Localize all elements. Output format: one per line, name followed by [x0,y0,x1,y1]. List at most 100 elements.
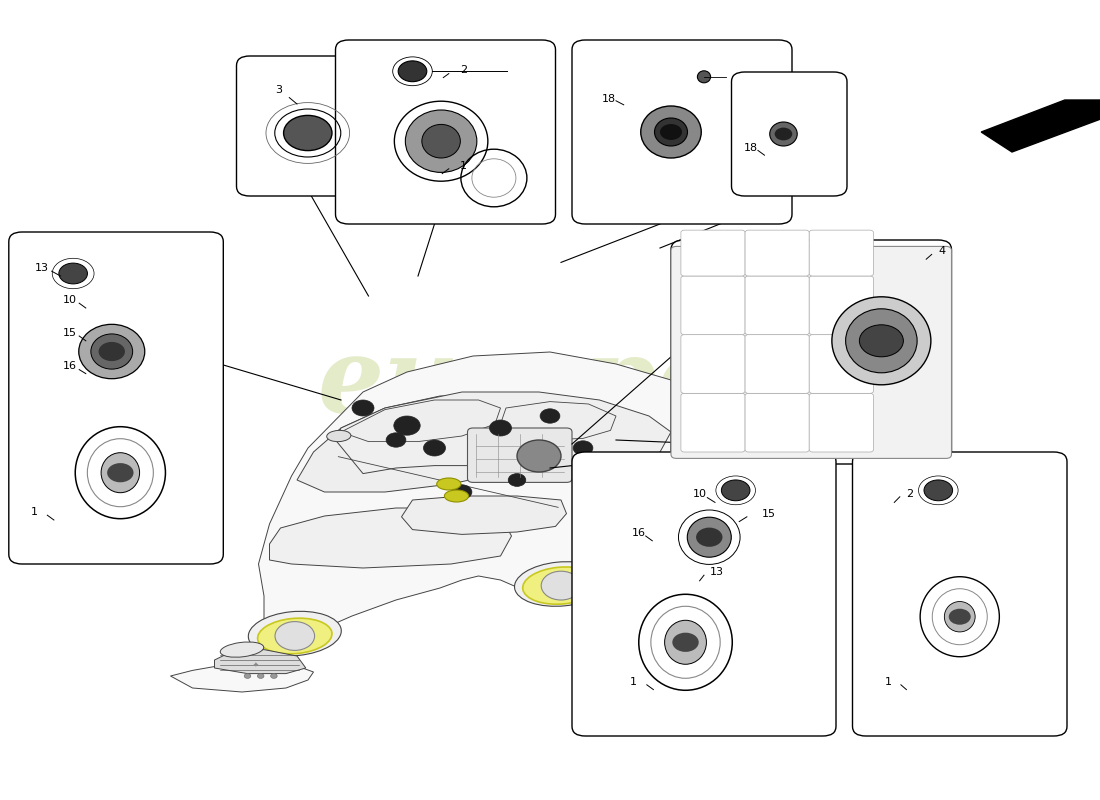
Ellipse shape [437,478,461,490]
Text: europes: europes [318,334,782,434]
Circle shape [508,474,526,486]
Text: 4: 4 [938,246,945,256]
Ellipse shape [444,490,469,502]
Text: 1: 1 [31,507,37,517]
Circle shape [660,124,682,140]
Ellipse shape [249,611,341,656]
Ellipse shape [770,122,798,146]
Text: 1: 1 [884,677,891,686]
Text: 18: 18 [744,143,758,153]
Text: 16: 16 [63,362,77,371]
Ellipse shape [522,567,600,604]
Circle shape [949,609,971,625]
FancyBboxPatch shape [681,334,745,394]
Circle shape [722,480,750,501]
Circle shape [672,633,698,652]
Ellipse shape [688,518,732,558]
Circle shape [244,674,251,678]
FancyBboxPatch shape [468,428,572,482]
FancyBboxPatch shape [810,394,873,452]
Circle shape [573,441,593,455]
Circle shape [696,528,723,547]
Circle shape [59,263,88,284]
Ellipse shape [832,297,931,385]
Ellipse shape [220,642,264,658]
Circle shape [541,571,581,600]
Ellipse shape [257,618,332,654]
Ellipse shape [945,602,976,632]
Ellipse shape [79,324,145,378]
FancyBboxPatch shape [810,334,873,394]
Ellipse shape [405,110,477,173]
FancyBboxPatch shape [745,230,810,276]
Text: a parts house since 1985: a parts house since 1985 [317,495,783,529]
Ellipse shape [327,430,351,442]
Ellipse shape [846,309,917,373]
Circle shape [107,463,133,482]
Polygon shape [170,352,715,692]
FancyBboxPatch shape [572,452,836,736]
Polygon shape [270,508,512,568]
Text: 13: 13 [710,567,724,577]
Ellipse shape [422,125,461,158]
Text: 10: 10 [63,295,77,305]
FancyBboxPatch shape [336,40,556,224]
FancyBboxPatch shape [671,240,952,464]
FancyBboxPatch shape [671,246,952,458]
FancyBboxPatch shape [681,230,745,276]
Text: 2: 2 [906,489,913,498]
Circle shape [275,622,315,650]
FancyBboxPatch shape [745,334,810,394]
Text: 3: 3 [275,85,282,94]
FancyBboxPatch shape [745,276,810,334]
Text: 1: 1 [460,161,466,170]
Circle shape [924,480,953,501]
Text: 15: 15 [63,328,77,338]
Text: 18: 18 [602,94,616,104]
FancyBboxPatch shape [810,230,873,276]
Ellipse shape [664,620,706,664]
Text: 13: 13 [35,263,50,273]
Polygon shape [297,396,561,492]
Circle shape [284,115,332,150]
Polygon shape [341,400,500,442]
Text: 1: 1 [630,677,637,686]
Polygon shape [500,402,616,440]
Ellipse shape [697,70,711,83]
Circle shape [540,409,560,423]
Text: 10: 10 [693,490,707,499]
Ellipse shape [101,453,140,493]
Polygon shape [981,100,1100,152]
Circle shape [386,433,406,447]
Text: 16: 16 [631,528,646,538]
Circle shape [517,440,561,472]
Ellipse shape [515,562,607,606]
FancyBboxPatch shape [852,452,1067,736]
FancyBboxPatch shape [681,394,745,452]
FancyBboxPatch shape [236,56,385,196]
FancyBboxPatch shape [810,276,873,334]
Circle shape [394,416,420,435]
Polygon shape [402,496,566,534]
Ellipse shape [654,118,688,146]
FancyBboxPatch shape [572,40,792,224]
Text: 2: 2 [460,66,466,75]
Ellipse shape [640,106,702,158]
Circle shape [352,400,374,416]
Polygon shape [336,392,671,474]
Circle shape [424,440,446,456]
Polygon shape [214,650,306,674]
Text: 15: 15 [762,509,777,518]
Circle shape [859,325,903,357]
Circle shape [398,61,427,82]
Circle shape [452,485,472,499]
FancyBboxPatch shape [681,276,745,334]
Circle shape [99,342,125,361]
Circle shape [271,674,277,678]
Circle shape [257,674,264,678]
Ellipse shape [91,334,133,369]
FancyBboxPatch shape [9,232,223,564]
FancyBboxPatch shape [732,72,847,196]
Circle shape [774,127,792,141]
Text: ✦: ✦ [252,662,258,668]
